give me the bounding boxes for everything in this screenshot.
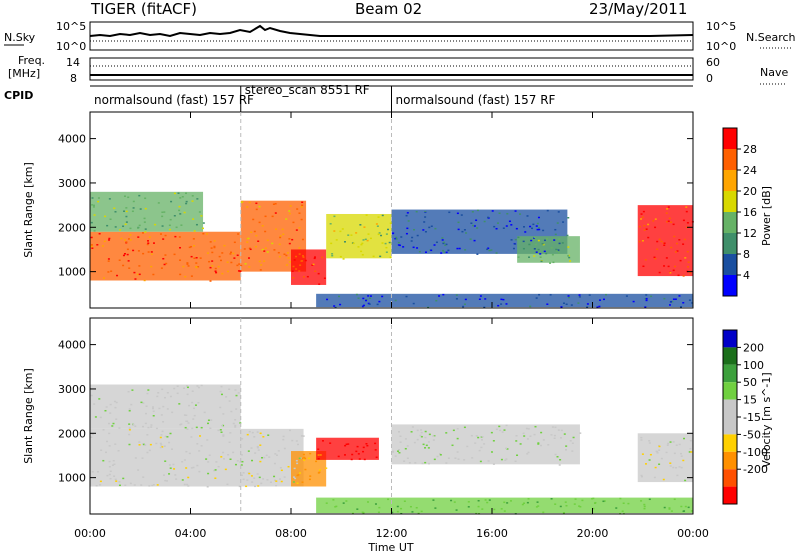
velocity-ylabel: Slant Range [km] xyxy=(22,368,35,464)
power-cbar-tick-2: 12 xyxy=(743,227,757,240)
nsky-tick-top: 10^5 xyxy=(56,20,86,33)
velocity-cbar-tick-6: -100 xyxy=(743,446,768,459)
freq-strip: Freq. [MHz] 14 8 60 0 Nave xyxy=(8,54,788,85)
time-xtick-5: 20:00 xyxy=(577,527,609,540)
velocity-cbar-tick-5: -50 xyxy=(743,428,761,441)
velocity-region-6 xyxy=(637,433,693,483)
freq-label: Freq. xyxy=(18,54,45,67)
power-region-3 xyxy=(291,249,327,285)
nsearch-tick-bottom: 10^0 xyxy=(706,40,736,53)
velocity-cbar-tick-3: 15 xyxy=(743,394,757,407)
power-cbar-tick-5: 24 xyxy=(743,164,757,177)
power-cbar-tick-6: 28 xyxy=(743,143,757,156)
velocity-region-5 xyxy=(316,497,693,514)
cpid-segment-1: stereo_scan 8551 RF xyxy=(245,83,370,97)
power-cbar-tick-1: 8 xyxy=(743,248,750,261)
nave-tick-bottom: 0 xyxy=(706,72,713,85)
nsearch-label: N.Search xyxy=(746,31,796,44)
velocity-colorbar: 200 100 50 15 -15 -50 -100 -200 Velocity [m s^-… xyxy=(722,329,773,505)
time-xlabel: Time UT xyxy=(367,541,413,554)
velocity-cbar-tick-7: -200 xyxy=(743,463,768,476)
cpid-segment-2: normalsound (fast) 157 RF xyxy=(396,93,556,107)
freq-unit: [MHz] xyxy=(8,67,40,80)
velocity-ytick-2: 3000 xyxy=(58,383,86,396)
power-ylabel: Slant Range [km] xyxy=(22,162,35,258)
velocity-region-4 xyxy=(391,424,580,465)
velocity-cbar-tick-4: -15 xyxy=(743,411,761,424)
power-ytick-0: 1000 xyxy=(58,266,86,279)
power-region-7 xyxy=(316,293,693,308)
velocity-region-0 xyxy=(90,428,304,487)
velocity-cbar-tick-1: 100 xyxy=(743,359,764,372)
nsky-strip: N.Sky 10^5 10^0 10^5 10^0 N.Search xyxy=(4,20,796,53)
power-cbar-tick-3: 16 xyxy=(743,206,757,219)
power-ytick-1: 2000 xyxy=(58,221,86,234)
velocity-colorbar-label: Velocity [m s^-1] xyxy=(760,372,773,467)
velocity-region-3 xyxy=(316,437,379,460)
velocity-ytick-3: 4000 xyxy=(58,339,86,352)
velocity-ytick-1: 2000 xyxy=(58,427,86,440)
nsearch-tick-top: 10^5 xyxy=(706,20,736,33)
power-cbar-tick-0: 4 xyxy=(743,269,750,282)
velocity-panel: 1000 2000 3000 4000 00:00 04:00 08:00 12:00 16:0… xyxy=(22,317,709,554)
power-region-6 xyxy=(517,236,580,263)
velocity-cbar-tick-0: 200 xyxy=(743,341,764,354)
power-colorbar: 4 8 12 16 20 24 28 Power [dB] xyxy=(722,127,773,297)
nsky-tick-bottom: 10^0 xyxy=(56,40,86,53)
time-xtick-1: 04:00 xyxy=(175,527,207,540)
cpid-label: CPID xyxy=(4,89,33,102)
time-xtick-0: 00:00 xyxy=(74,527,106,540)
power-cbar-tick-4: 20 xyxy=(743,185,757,198)
station-title: TIGER (fitACF) xyxy=(91,0,198,18)
time-xtick-3: 12:00 xyxy=(376,527,408,540)
power-colorbar-label: Power [dB] xyxy=(760,186,773,246)
nave-tick-top: 60 xyxy=(706,56,720,69)
velocity-ytick-0: 1000 xyxy=(58,472,86,485)
time-xtick-2: 08:00 xyxy=(275,527,307,540)
power-panel: 1000 2000 3000 4000 Slant Range [km] xyxy=(22,111,694,309)
nsky-trace xyxy=(89,24,694,38)
freq-tick-bottom: 8 xyxy=(70,72,77,85)
power-ytick-3: 4000 xyxy=(58,133,86,146)
power-region-0 xyxy=(90,231,241,281)
velocity-cbar-tick-2: 50 xyxy=(743,376,757,389)
time-xtick-4: 16:00 xyxy=(476,527,508,540)
date-label: 23/May/2011 xyxy=(589,0,688,18)
power-ytick-2: 3000 xyxy=(58,177,86,190)
nave-label: Nave xyxy=(760,66,788,79)
cpid-segment-0: normalsound (fast) 157 RF xyxy=(94,93,254,107)
freq-tick-top: 14 xyxy=(66,56,80,69)
power-region-8 xyxy=(637,205,693,277)
beam-label: Beam 02 xyxy=(355,0,423,18)
nsky-label: N.Sky xyxy=(4,31,36,44)
velocity-region-1 xyxy=(90,384,241,429)
time-xtick-6: 00:00 xyxy=(677,527,709,540)
cpid-strip: CPID normalsound (fast) 157 RFstereo_sca… xyxy=(4,83,693,112)
